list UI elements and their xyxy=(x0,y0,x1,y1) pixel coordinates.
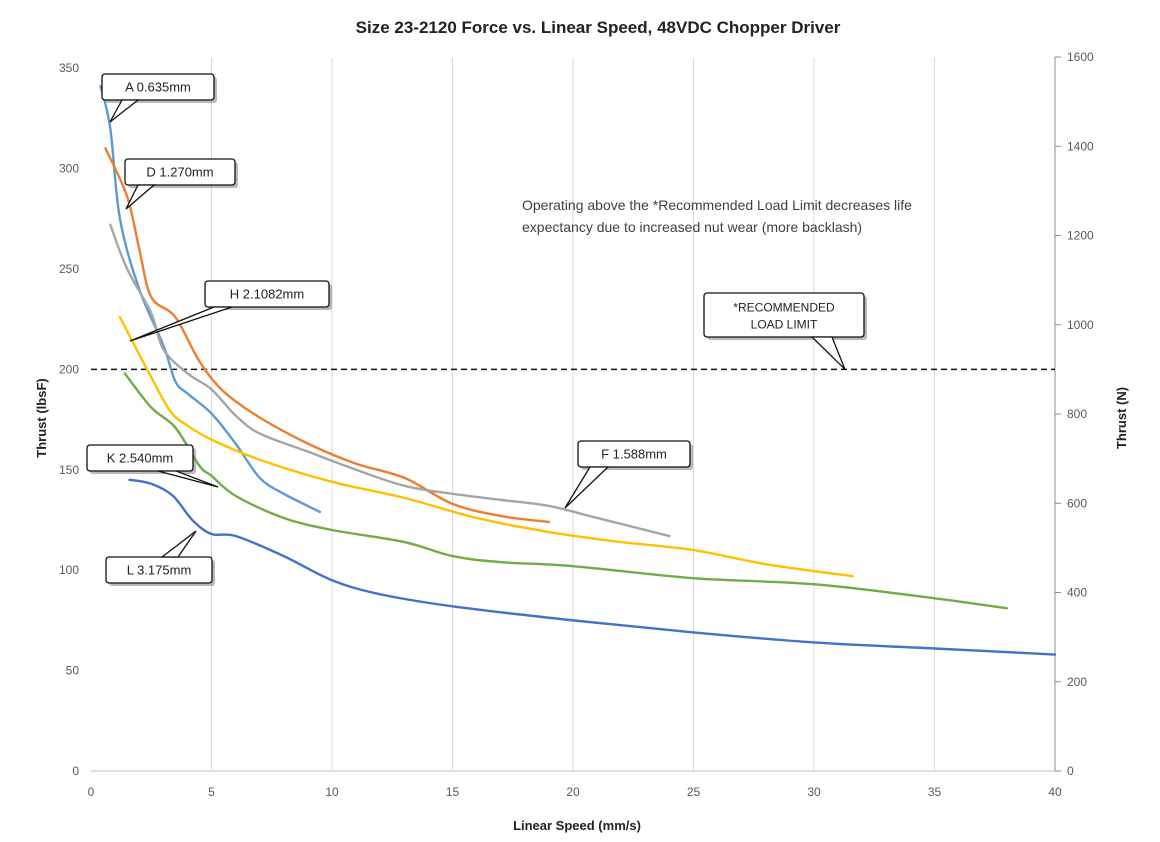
series-line-l xyxy=(128,478,1057,656)
series-line-h xyxy=(118,315,854,578)
callout-f-box xyxy=(577,440,691,468)
callout-h-label: H 2.1082mm xyxy=(230,287,304,302)
y2-tick-label: 1200 xyxy=(1067,229,1094,243)
series-line-f xyxy=(109,223,671,538)
callout-k-box xyxy=(86,444,194,472)
recommended-limit-callout-pointer xyxy=(810,336,846,370)
callout-d-label: D 1.270mm xyxy=(146,165,213,180)
series-line-k xyxy=(123,372,1008,610)
x-tick-label: 5 xyxy=(208,785,215,799)
y-tick-label: 0 xyxy=(72,764,79,778)
callout-k-pointer xyxy=(157,470,219,488)
recommended-limit-callout-box xyxy=(703,292,865,338)
series-lines xyxy=(99,84,1057,656)
callout-a-box xyxy=(101,73,215,101)
x-tick-label: 15 xyxy=(446,785,460,799)
y-tick-label: 100 xyxy=(59,563,79,577)
x-axis-title: Linear Speed (mm/s) xyxy=(513,818,641,833)
y2-tick-label: 1600 xyxy=(1067,50,1094,64)
axes: 0 5 10 15 20 25 30 35 40050100150200250300350020… xyxy=(59,50,1094,799)
callout-a-pointer xyxy=(109,99,140,123)
y-tick-label: 150 xyxy=(59,463,79,477)
x-tick-label: 40 xyxy=(1048,785,1062,799)
callout-h-box xyxy=(204,280,330,308)
y-tick-label: 250 xyxy=(59,262,79,276)
grid-lines xyxy=(211,58,935,771)
recommended-limit: *RECOMMENDED LOAD LIMIT xyxy=(91,292,1055,371)
series-line-a xyxy=(99,84,322,514)
x-tick-label: 30 xyxy=(807,785,821,799)
recommended-limit-callout-label: *RECOMMENDED xyxy=(733,301,835,315)
callout-l-pointer xyxy=(160,530,197,558)
y-tick-label: 50 xyxy=(66,664,80,678)
callout-a-label: A 0.635mm xyxy=(125,80,191,95)
y2-tick-label: 600 xyxy=(1067,496,1087,510)
y-axis-title: Thrust (lbsF) xyxy=(34,378,49,457)
y2-tick-label: 200 xyxy=(1067,675,1087,689)
callout-l-label: L 3.175mm xyxy=(127,563,192,578)
recommended-limit-callout-label: LOAD LIMIT xyxy=(751,318,818,332)
y-tick-label: 350 xyxy=(59,61,79,75)
x-tick-label: 20 xyxy=(566,785,580,799)
y2-tick-label: 800 xyxy=(1067,407,1087,421)
y2-tick-label: 400 xyxy=(1067,586,1087,600)
series-line-d xyxy=(104,147,551,524)
y2-tick-label: 1000 xyxy=(1067,318,1094,332)
y2-axis-title: Thrust (N) xyxy=(1114,387,1129,449)
x-tick-label: 0 xyxy=(88,785,95,799)
y-tick-label: 200 xyxy=(59,362,79,376)
callout-d-box xyxy=(124,158,236,186)
y2-tick-label: 1400 xyxy=(1067,139,1094,153)
callout-h-pointer xyxy=(129,306,233,342)
callout-f-pointer xyxy=(564,466,610,509)
note-line-1: Operating above the *Recommended Load Li… xyxy=(522,197,912,213)
x-tick-label: 10 xyxy=(325,785,339,799)
callouts: A 0.635mm D 1.270mm H 2.1082mm F 1.588mm K 2… xyxy=(86,73,693,586)
y-tick-label: 300 xyxy=(59,162,79,176)
chart-title: Size 23-2120 Force vs. Linear Speed, 48V… xyxy=(356,18,841,37)
callout-f-label: F 1.588mm xyxy=(601,447,667,462)
y2-tick-label: 0 xyxy=(1067,764,1074,778)
callout-l-box xyxy=(105,556,213,584)
x-tick-label: 35 xyxy=(928,785,942,799)
callout-k-label: K 2.540mm xyxy=(107,451,173,466)
x-tick-label: 25 xyxy=(687,785,701,799)
note-line-2: expectancy due to increased nut wear (mo… xyxy=(522,219,862,235)
callout-d-pointer xyxy=(125,184,156,210)
